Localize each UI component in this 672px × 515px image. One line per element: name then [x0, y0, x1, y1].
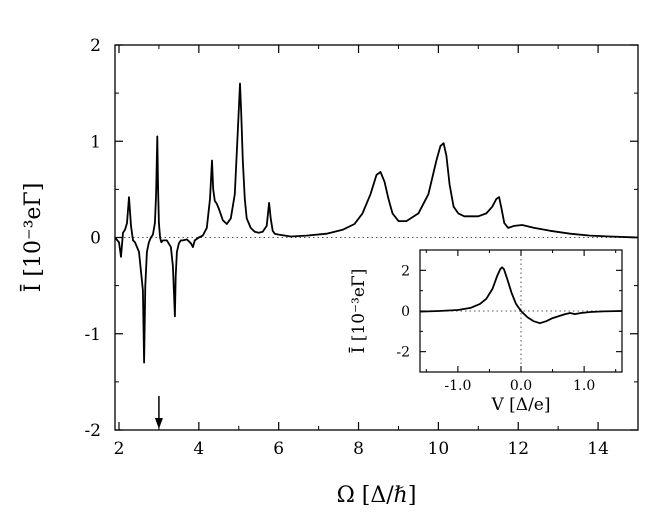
arrow-marker [154, 396, 163, 429]
inset-y-tick-label: 0 [401, 304, 410, 320]
main-ticks [115, 44, 638, 431]
x-tick-label: 8 [353, 439, 364, 459]
x-tick-label: 14 [587, 439, 609, 459]
y-tick-label: -2 [84, 421, 101, 441]
inset-x-tick-label: 0.0 [510, 378, 532, 394]
main-x-axis-label: Ω [Δ/ℏ] [337, 483, 417, 508]
inset-ticks [420, 250, 622, 372]
x-tick-label: 2 [114, 439, 125, 459]
inset-plot: -1.0 0.0 1.0 2 0 -2 V [Δ/e] Ī [10⁻³eΓ] [348, 249, 623, 415]
y-tick-label: 1 [90, 132, 101, 152]
y-tick-label: 0 [90, 229, 101, 249]
y-tick-label: -1 [84, 325, 101, 345]
x-tick-label: 10 [428, 439, 450, 459]
inset-y-tick-label: 2 [401, 263, 410, 279]
x-tick-label: 6 [273, 439, 284, 459]
x-tick-label: 4 [193, 439, 204, 459]
main-data-curve [114, 82, 639, 364]
arrow-head [154, 418, 163, 429]
inset-x-tick-label: 1.0 [573, 378, 595, 394]
inset-y-tick-label: -2 [396, 345, 410, 361]
inset-x-tick-label: -1.0 [444, 378, 471, 394]
inset-y-axis-label: Ī [10⁻³eΓ] [348, 269, 369, 354]
inset-tick-labels: -1.0 0.0 1.0 2 0 -2 [396, 263, 595, 394]
main-y-axis-label: Ī [10⁻³eΓ] [20, 183, 46, 293]
y-tick-label: 2 [90, 36, 101, 56]
inset-x-axis-label: V [Δ/e] [490, 395, 550, 415]
x-tick-label: 12 [507, 439, 529, 459]
inset-data-curve [419, 266, 623, 325]
